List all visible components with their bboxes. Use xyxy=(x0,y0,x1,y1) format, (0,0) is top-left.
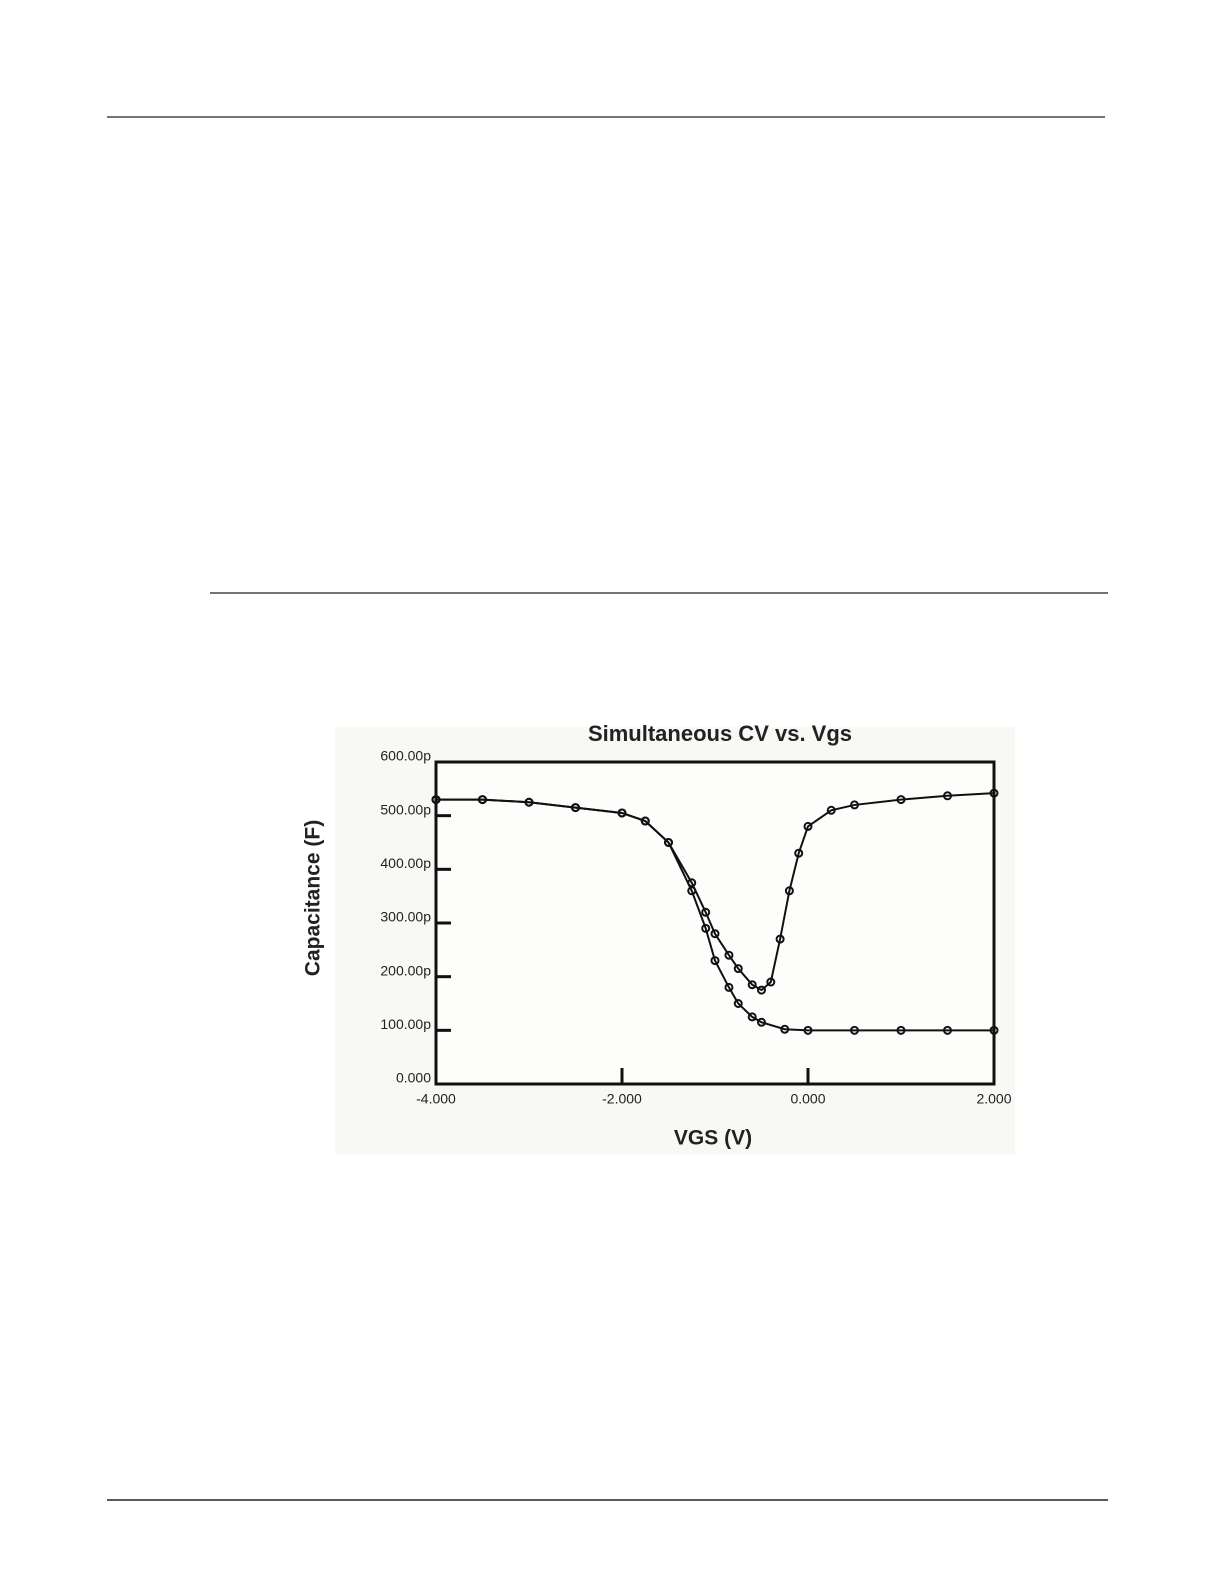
data-point xyxy=(640,816,650,826)
plot-frame xyxy=(434,760,996,1086)
data-point xyxy=(989,1025,999,1035)
data-point xyxy=(766,977,776,987)
data-point xyxy=(724,982,734,992)
data-point xyxy=(803,1025,813,1035)
data-point xyxy=(710,956,720,966)
data-point xyxy=(757,985,766,995)
data-point xyxy=(664,838,673,847)
data-point xyxy=(747,980,757,990)
y-tick-label: 200.00p xyxy=(380,962,431,978)
data-point xyxy=(478,795,487,805)
data-point xyxy=(733,964,743,974)
data-point xyxy=(803,821,813,831)
data-point xyxy=(757,1017,766,1027)
data-point xyxy=(826,805,836,815)
data-point xyxy=(896,795,906,805)
data-point xyxy=(687,878,697,888)
x-tick-label: -4.000 xyxy=(416,1091,456,1107)
data-point xyxy=(943,791,952,801)
data-point xyxy=(617,808,627,818)
data-point xyxy=(747,1012,757,1022)
data-point xyxy=(780,1024,790,1034)
data-point xyxy=(794,848,804,858)
chart-title: Simultaneous CV vs. Vgs xyxy=(588,721,852,746)
data-point xyxy=(850,800,859,810)
y-tick-label: 400.00p xyxy=(380,855,431,871)
y-axis-label: Capacitance (F) xyxy=(302,820,325,976)
data-point xyxy=(943,1025,952,1035)
data-point xyxy=(850,1025,859,1035)
x-tick-label: 2.000 xyxy=(976,1091,1011,1107)
y-tick-label: 500.00p xyxy=(380,801,431,817)
y-tick-label: 600.00p xyxy=(380,748,431,764)
data-point xyxy=(701,923,711,933)
data-point xyxy=(524,797,534,807)
data-point xyxy=(896,1025,906,1035)
x-axis-label: VGS (V) xyxy=(674,1127,752,1150)
data-point xyxy=(710,929,720,939)
data-point xyxy=(775,934,785,944)
y-tick-label: 0.000 xyxy=(396,1070,431,1086)
data-point xyxy=(784,886,794,896)
y-tick-label: 100.00p xyxy=(380,1016,431,1032)
x-tick-label: 0.000 xyxy=(790,1091,825,1107)
data-point xyxy=(733,999,743,1008)
data-point xyxy=(989,788,999,798)
data-point xyxy=(571,803,580,813)
data-point xyxy=(701,907,711,917)
x-tick-label: -2.000 xyxy=(602,1091,642,1107)
data-point xyxy=(431,795,441,805)
data-point xyxy=(724,950,734,960)
y-tick-label: 300.00p xyxy=(380,909,431,925)
